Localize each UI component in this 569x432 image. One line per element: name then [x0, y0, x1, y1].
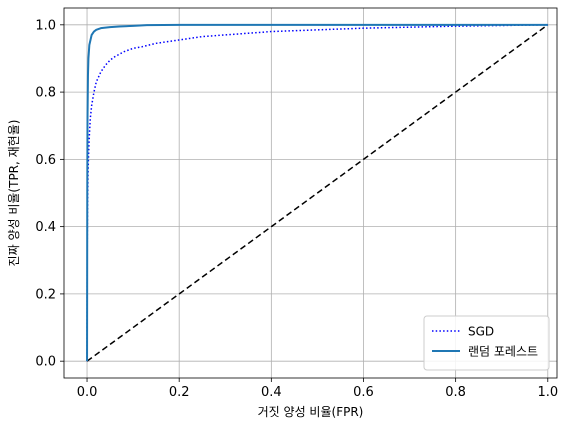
legend-box [423, 315, 550, 371]
legend-label: 랜덤 포레스트 [468, 345, 538, 359]
y-tick-label: 1.0 [35, 18, 56, 33]
x-tick-label: 0.6 [353, 385, 374, 400]
x-tick-label: 0.4 [261, 385, 282, 400]
series-line-random-forest [86, 23, 548, 362]
y-tick-label: 0.6 [35, 153, 56, 168]
y-tick-label: 0.8 [35, 86, 56, 101]
series-layer [86, 23, 549, 362]
y-tick-label: 0.0 [35, 355, 56, 370]
x-tick-label: 1.0 [537, 385, 558, 400]
x-tick-label: 0.0 [77, 385, 98, 400]
legend-label: SGD [468, 325, 494, 339]
grid-lines [64, 8, 557, 378]
y-tick-label: 0.2 [35, 287, 56, 302]
x-axis-label: 거짓 양성 비율(FPR) [258, 405, 364, 419]
x-tick-label: 0.2 [169, 385, 190, 400]
y-axis-label: 진짜 양성 비율(TPR, 재현율) [7, 120, 21, 267]
diagonal-reference-line [86, 24, 549, 362]
x-tick-label: 0.8 [445, 385, 466, 400]
y-tick-label: 0.4 [35, 220, 56, 235]
axis-ticks: 0.0 0.2 0.4 0.6 0.8 1.0 0.0 0.2 0.4 0.6 0.8 1.0 [35, 18, 558, 400]
plot-frame [63, 7, 558, 379]
legend: SGD 랜덤 포레스트 [423, 315, 550, 371]
